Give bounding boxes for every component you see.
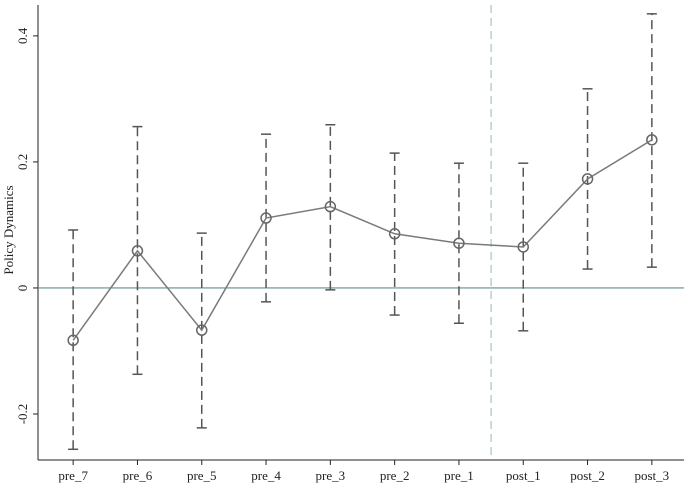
y-tick-label: 0.4 <box>15 27 30 44</box>
x-tick-label: pre_6 <box>123 468 153 483</box>
y-tick-label: -0.2 <box>15 404 30 425</box>
point <box>453 237 465 249</box>
point <box>67 334 79 347</box>
point <box>131 245 144 257</box>
y-axis-label: Policy Dynamics <box>1 185 16 274</box>
y-tick-label: 0.2 <box>15 154 30 170</box>
x-tick-label: post_2 <box>570 468 605 483</box>
series-line <box>72 139 653 341</box>
x-tick-label: pre_3 <box>316 468 346 483</box>
x-tick-label: pre_2 <box>380 468 410 483</box>
point <box>517 241 529 253</box>
x-tick-label: post_3 <box>635 468 670 483</box>
x-tick-label: pre_1 <box>444 468 474 483</box>
x-tick-label: pre_4 <box>251 468 281 483</box>
point <box>196 324 208 336</box>
point <box>646 134 658 146</box>
x-tick-label: pre_7 <box>58 468 88 483</box>
x-tick-label: pre_5 <box>187 468 217 483</box>
point <box>581 173 594 185</box>
y-tick-label: 0 <box>15 285 30 292</box>
x-tick-label: post_1 <box>506 468 541 483</box>
point <box>324 200 337 213</box>
point <box>260 212 272 224</box>
point <box>388 228 401 240</box>
